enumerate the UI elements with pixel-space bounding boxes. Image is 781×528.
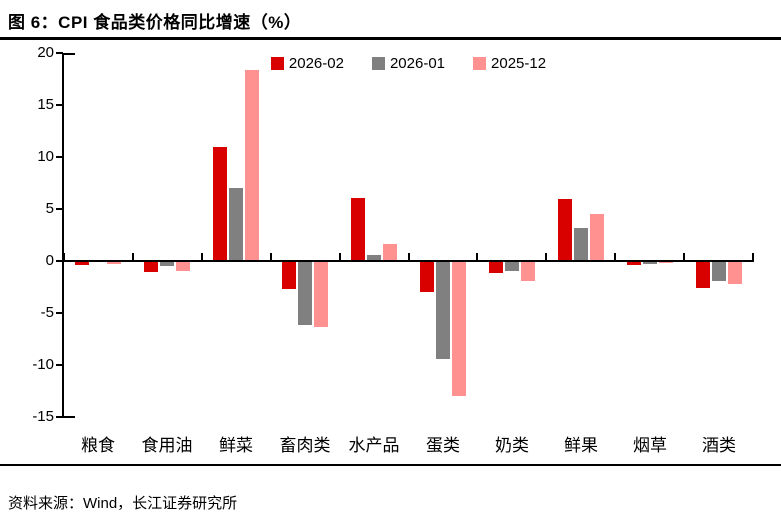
category-label: 畜肉类: [279, 436, 331, 455]
x-tick-mark: [269, 253, 272, 261]
bar-2025-12-奶类: [521, 261, 535, 281]
x-tick-mark: [338, 253, 341, 261]
legend-label: 2026-01: [389, 55, 446, 72]
bar-2026-02-鲜果: [558, 199, 572, 261]
bar-2025-12-畜肉类: [314, 261, 328, 327]
category-label: 水产品: [348, 436, 400, 455]
legend: 2026-02 2026-01 2025-12: [64, 55, 753, 72]
bar-2026-01-水产品: [367, 255, 381, 261]
category-label: 奶类: [495, 436, 529, 455]
category-label: 食用油: [141, 436, 193, 455]
y-tick-label: 5: [45, 200, 54, 217]
bar-2025-12-粮食: [107, 261, 121, 264]
bar-2026-01-酒类: [712, 261, 726, 281]
bar-2026-01-鲜果: [574, 228, 588, 261]
source-note: 资料来源：Wind，长江证券研究所: [8, 495, 238, 512]
bottom-rule: [0, 464, 781, 466]
legend-item-2026-01: 2026-01: [371, 55, 446, 72]
legend-swatch-red-icon: [270, 57, 284, 70]
x-axis-zero-line: [62, 260, 754, 262]
x-tick-mark: [476, 253, 479, 261]
legend-label: 2026-02: [288, 55, 344, 72]
bar-2026-01-奶类: [505, 261, 519, 271]
bar-2025-12-酒类: [728, 261, 742, 284]
bar-2026-02-粮食: [75, 261, 89, 265]
y-axis-line: [62, 53, 64, 418]
y-tick-label: -5: [40, 304, 54, 321]
legend-swatch-gray-icon: [371, 57, 385, 70]
bar-2026-02-食用油: [144, 261, 158, 272]
chart-title: 图 6：CPI 食品类价格同比增速（%）: [8, 13, 302, 32]
bar-2025-12-蛋类: [452, 261, 466, 396]
y-tick-mark: [56, 416, 63, 418]
bar-2025-12-烟草: [659, 261, 673, 263]
bar-2026-01-畜肉类: [298, 261, 312, 325]
y-axis-bottom-cap: [62, 416, 75, 418]
category-label: 酒类: [702, 436, 736, 455]
y-tick-label: 15: [37, 96, 54, 113]
y-tick-label: -15: [32, 408, 54, 425]
title-underline: [0, 37, 781, 40]
y-axis-top-cap: [62, 53, 75, 55]
bar-2025-12-食用油: [176, 261, 190, 271]
y-tick-label: 10: [37, 148, 54, 165]
legend-item-2025-12: 2025-12: [473, 55, 546, 72]
y-tick-mark: [56, 156, 63, 158]
y-tick-mark: [56, 364, 63, 366]
y-tick-mark: [56, 52, 63, 54]
y-tick-label: 0: [45, 252, 54, 269]
bar-2026-02-奶类: [489, 261, 503, 273]
x-tick-mark: [200, 253, 203, 261]
legend-item-2026-02: 2026-02: [270, 55, 344, 72]
category-label: 鲜菜: [219, 436, 253, 455]
category-label: 鲜果: [564, 436, 598, 455]
y-tick-mark: [56, 312, 63, 314]
bar-2026-01-食用油: [160, 261, 174, 266]
category-label: 烟草: [633, 436, 667, 455]
bar-2025-12-鲜菜: [245, 70, 259, 261]
category-label: 蛋类: [426, 436, 460, 455]
legend-label: 2025-12: [491, 55, 547, 72]
bar-2026-01-鲜菜: [229, 188, 243, 261]
y-tick-label: 20: [37, 44, 54, 61]
x-tick-mark: [407, 253, 410, 261]
bar-2026-02-烟草: [627, 261, 641, 265]
x-tick-mark: [131, 253, 134, 261]
bar-2025-12-水产品: [383, 244, 397, 261]
bar-2026-02-畜肉类: [282, 261, 296, 289]
bar-2026-01-蛋类: [436, 261, 450, 359]
bar-2026-02-酒类: [696, 261, 710, 288]
bar-2025-12-鲜果: [590, 214, 604, 261]
bar-2026-02-水产品: [351, 198, 365, 261]
y-tick-mark: [56, 208, 63, 210]
bar-2026-02-蛋类: [420, 261, 434, 292]
bar-2026-01-烟草: [643, 261, 657, 264]
x-tick-mark: [545, 253, 548, 261]
y-tick-mark: [56, 104, 63, 106]
x-tick-mark: [63, 253, 65, 261]
x-tick-mark: [752, 253, 754, 261]
x-tick-mark: [683, 253, 686, 261]
category-label: 粮食: [81, 436, 115, 455]
bar-2026-02-鲜菜: [213, 147, 227, 261]
y-tick-label: -10: [32, 356, 54, 373]
legend-swatch-pink-icon: [473, 57, 487, 70]
y-tick-mark: [56, 260, 63, 262]
x-tick-mark: [614, 253, 617, 261]
